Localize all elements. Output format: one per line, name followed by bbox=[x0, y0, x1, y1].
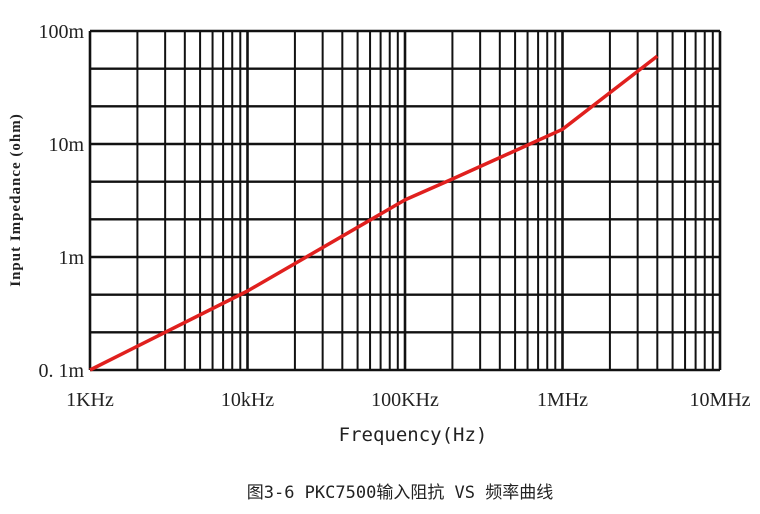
x-tick-label: 10MHz bbox=[689, 389, 750, 411]
y-tick-label: 10m bbox=[48, 134, 84, 156]
grid bbox=[88, 29, 722, 372]
y-tick-label: 100m bbox=[38, 21, 84, 43]
y-axis-label: Input Impedance (ohm) bbox=[8, 113, 24, 287]
x-tick-label: 100KHz bbox=[371, 389, 439, 411]
y-tick-label: 0. 1m bbox=[38, 360, 84, 382]
x-tick-labels: 1KHz 10kHz 100KHz 1MHz 10MHz bbox=[66, 389, 751, 411]
x-tick-label: 1MHz bbox=[537, 389, 588, 411]
x-tick-label: 10kHz bbox=[221, 389, 274, 411]
x-axis-label: Frequency(Hz) bbox=[339, 424, 488, 446]
impedance-curve bbox=[89, 54, 659, 372]
y-tick-label: 1m bbox=[58, 247, 84, 269]
y-tick-labels: 0. 1m 1m 10m 100m bbox=[38, 21, 84, 382]
x-tick-label: 1KHz bbox=[66, 389, 114, 411]
figure-caption: 图3-6 PKC7500输入阻抗 VS 频率曲线 bbox=[247, 483, 554, 503]
